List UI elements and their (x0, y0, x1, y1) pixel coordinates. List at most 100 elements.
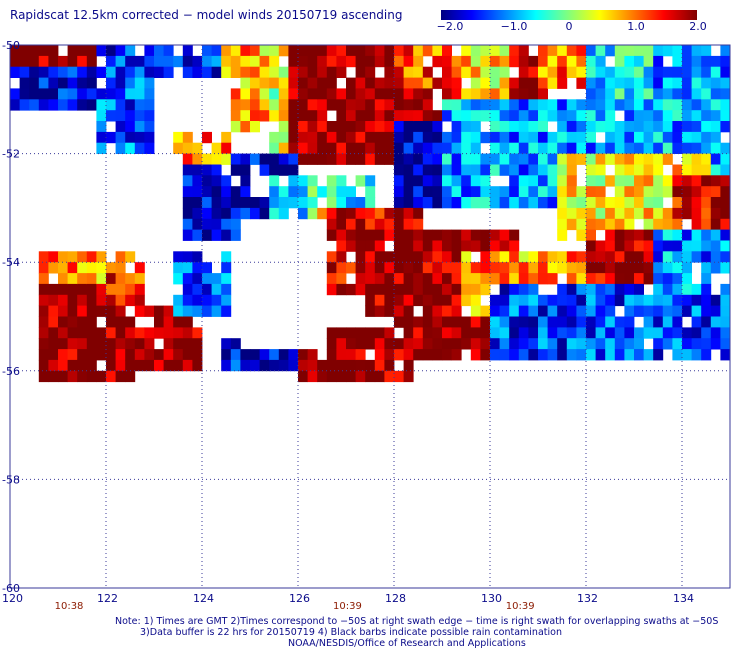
wind-cell (682, 240, 692, 252)
wind-cell (499, 55, 510, 68)
wind-cell (682, 197, 692, 209)
wind-cell (38, 316, 49, 328)
wind-cell (480, 88, 491, 100)
wind-cell (403, 218, 414, 231)
wind-cell (230, 229, 241, 241)
wind-cell (662, 273, 673, 285)
wind-cell (413, 99, 424, 111)
wind-cell (490, 164, 500, 176)
wind-cell (614, 316, 625, 328)
wind-cell (298, 77, 308, 89)
wind-cell (269, 66, 280, 78)
wind-cell (192, 251, 203, 263)
wind-cell (192, 175, 203, 187)
wind-cell (403, 273, 414, 285)
wind-cell (355, 45, 366, 57)
wind-cell (432, 77, 443, 89)
wind-cell (192, 186, 203, 198)
wind-cell (355, 283, 366, 296)
wind-cell (586, 164, 596, 176)
note-line-3: NOAA/NESDIS/Office of Research and Appli… (288, 638, 526, 649)
wind-cell (77, 359, 88, 372)
wind-cell (374, 45, 385, 57)
wind-cell (595, 273, 606, 285)
wind-cell (77, 99, 88, 111)
wind-cell (173, 251, 184, 263)
wind-cell (67, 305, 78, 317)
wind-cell (643, 45, 654, 57)
wind-cell (365, 229, 376, 241)
wind-cell (557, 110, 568, 122)
latitude-labels: -50-52-54-56-58-60 (2, 39, 20, 595)
wind-cell (278, 207, 289, 220)
wind-cell (211, 153, 222, 165)
wind-cell (211, 294, 222, 307)
wind-cell (355, 370, 366, 383)
wind-cell (67, 88, 78, 100)
wind-cell (298, 153, 308, 165)
wind-cell (566, 316, 577, 328)
wind-cell (154, 55, 164, 68)
wind-cell (682, 77, 692, 89)
wind-cell (221, 175, 232, 187)
wind-cell (720, 218, 731, 231)
wind-cell (470, 283, 481, 296)
wind-cell (346, 359, 356, 372)
wind-cell (365, 240, 376, 252)
wind-cell (106, 349, 116, 361)
wind-cell (595, 218, 606, 231)
wind-cell (134, 66, 145, 78)
wind-cell (422, 273, 433, 285)
wind-cell (528, 99, 539, 111)
wind-cell (518, 175, 529, 187)
wind-cell (115, 131, 126, 144)
wind-cell (125, 338, 136, 350)
wind-cell (355, 327, 366, 339)
wind-cell (451, 327, 462, 339)
wind-cell (230, 207, 241, 220)
wind-cell (38, 55, 49, 68)
wind-cell (480, 110, 491, 122)
wind-cell (221, 197, 232, 209)
wind-cell (86, 99, 97, 111)
wind-cell (115, 338, 126, 350)
wind-cell (461, 316, 472, 328)
wind-cell (624, 262, 635, 274)
wind-cell (643, 349, 654, 361)
wind-cell (634, 229, 644, 241)
wind-cell (10, 66, 20, 78)
wind-cell (86, 349, 97, 361)
wind-cell (115, 99, 126, 111)
wind-cell (691, 164, 702, 176)
wind-cell (403, 349, 414, 361)
wind-cell (346, 99, 356, 111)
wind-cell (701, 153, 712, 165)
wind-cell (432, 55, 443, 68)
wind-cell (442, 349, 452, 361)
wind-cell (662, 142, 673, 154)
wind-cell (586, 142, 596, 154)
wind-cell (365, 294, 376, 307)
wind-cell (374, 359, 385, 372)
wind-cell (259, 99, 270, 111)
wind-cell (403, 359, 414, 372)
wind-cell (720, 88, 731, 100)
wind-cell (355, 251, 366, 263)
wind-cell (422, 164, 433, 176)
wind-cell (211, 273, 222, 285)
wind-cell (413, 251, 424, 263)
wind-cell (432, 186, 443, 198)
wind-cell (461, 142, 472, 154)
wind-cell (643, 142, 654, 154)
wind-cell (576, 349, 587, 361)
wind-cell (528, 251, 539, 263)
wind-cell (422, 121, 433, 133)
wind-cell (490, 327, 500, 339)
wind-cell (211, 186, 222, 198)
wind-cell (490, 338, 500, 350)
wind-cell (557, 131, 568, 144)
wind-cell (298, 45, 308, 57)
wind-cell (182, 273, 193, 285)
wind-cell (422, 349, 433, 361)
